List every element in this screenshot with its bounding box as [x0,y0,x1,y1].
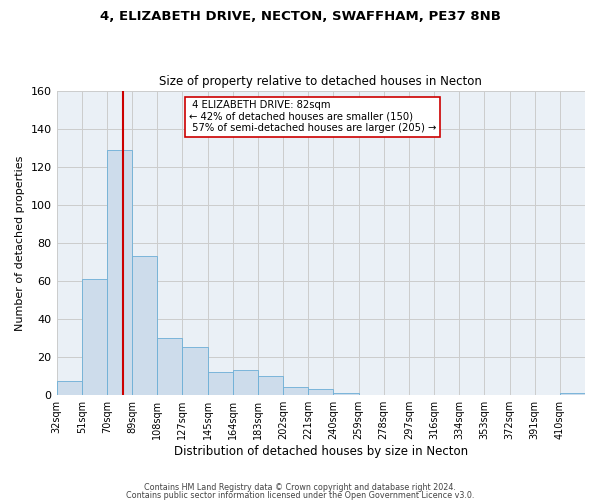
Text: 4 ELIZABETH DRIVE: 82sqm
← 42% of detached houses are smaller (150)
 57% of semi: 4 ELIZABETH DRIVE: 82sqm ← 42% of detach… [188,100,436,134]
Y-axis label: Number of detached properties: Number of detached properties [15,155,25,330]
X-axis label: Distribution of detached houses by size in Necton: Distribution of detached houses by size … [174,444,468,458]
Bar [233,370,258,394]
Bar [283,387,308,394]
Bar [334,393,359,394]
Title: Size of property relative to detached houses in Necton: Size of property relative to detached ho… [160,76,482,88]
Bar [132,256,157,394]
Bar [208,372,233,394]
Bar [157,338,182,394]
Bar [82,279,107,394]
Bar [107,150,132,394]
Bar [560,393,585,394]
Bar [56,382,82,394]
Bar [182,348,208,395]
Bar [258,376,283,394]
Bar [308,389,334,394]
Text: Contains public sector information licensed under the Open Government Licence v3: Contains public sector information licen… [126,490,474,500]
Text: Contains HM Land Registry data © Crown copyright and database right 2024.: Contains HM Land Registry data © Crown c… [144,484,456,492]
Text: 4, ELIZABETH DRIVE, NECTON, SWAFFHAM, PE37 8NB: 4, ELIZABETH DRIVE, NECTON, SWAFFHAM, PE… [100,10,500,23]
